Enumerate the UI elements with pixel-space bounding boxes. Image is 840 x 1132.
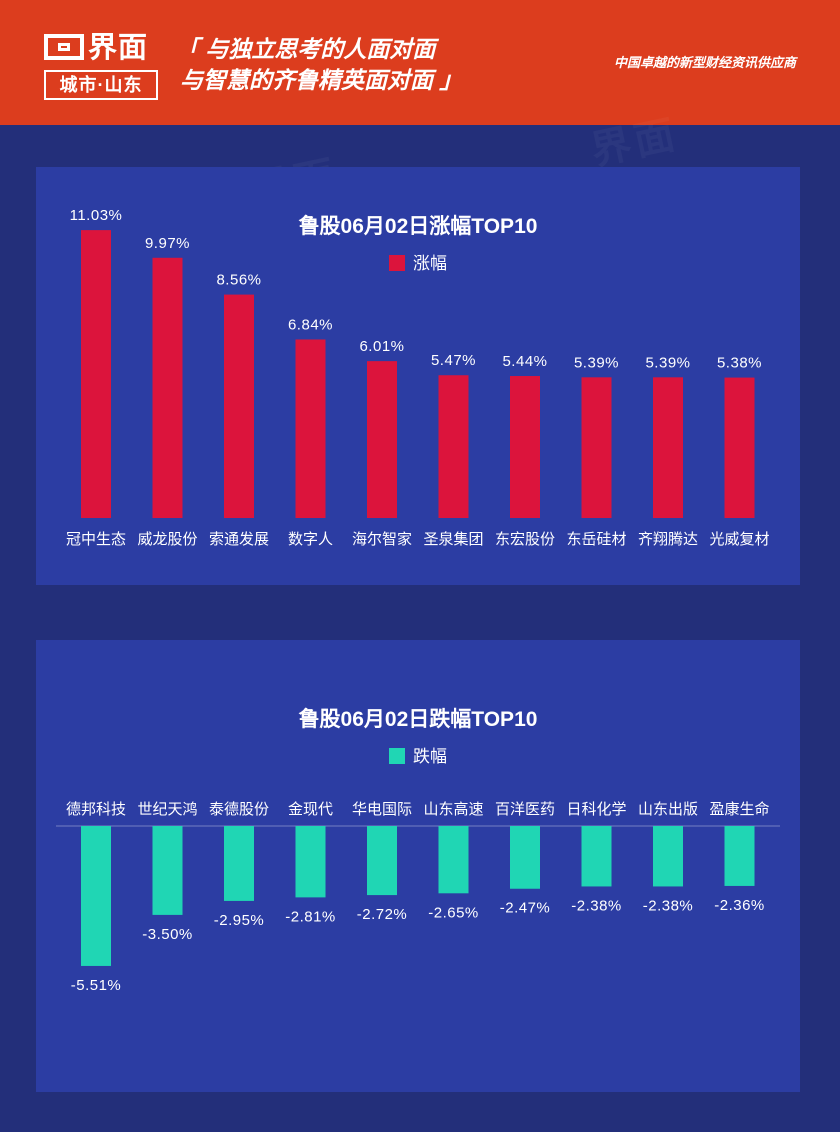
losers-category-label: 盈康生命 bbox=[709, 800, 769, 818]
gainers-value-label: 5.47% bbox=[431, 352, 476, 369]
losers-value-label: -5.51% bbox=[71, 977, 122, 994]
gainers-value-label: 6.01% bbox=[359, 338, 404, 355]
gainers-category-label: 齐翔腾达 bbox=[638, 530, 698, 548]
losers-legend: 跌幅 bbox=[36, 742, 800, 767]
losers-chart-title: 鲁股06月02日跌幅TOP10 bbox=[298, 708, 538, 731]
gainers-bar-chart: 11.03% 冠中生态 9.97% 威龙股份 8.56% 索通发展 6.84% 数字人 6.01… bbox=[66, 207, 770, 548]
header-banner: 界面 城市·山东 「 与独立思考的人面对面 与智慧的齐鲁精英面对面 」 中国卓越… bbox=[0, 0, 840, 125]
losers-value-label: -2.47% bbox=[500, 900, 551, 917]
gainers-category-label: 威龙股份 bbox=[137, 530, 197, 548]
gainers-bar bbox=[367, 361, 397, 518]
gainers-bar bbox=[724, 377, 755, 518]
losers-value-label: -2.36% bbox=[714, 897, 765, 914]
losers-bar bbox=[581, 826, 612, 887]
losers-value-label: -2.38% bbox=[643, 897, 694, 914]
losers-bar-chart: -5.51% 德邦科技 -3.50% 世纪天鸿 -2.95% 泰德股份 -2.81% 金现代 -… bbox=[56, 800, 780, 994]
losers-value-label: -2.72% bbox=[357, 906, 408, 923]
losers-bar bbox=[224, 826, 254, 901]
gainers-chart-title: 鲁股06月02日涨幅TOP10 bbox=[298, 215, 538, 238]
losers-bar bbox=[724, 826, 755, 886]
losers-value-label: -2.81% bbox=[285, 908, 336, 925]
gainers-legend: 涨幅 bbox=[36, 249, 800, 274]
losers-bar bbox=[152, 826, 183, 915]
losers-category-label: 百洋医药 bbox=[495, 800, 555, 818]
gainers-value-label: 8.56% bbox=[216, 272, 261, 289]
losers-bar bbox=[367, 826, 397, 896]
losers-value-label: -2.38% bbox=[571, 897, 622, 914]
gainers-bar bbox=[81, 230, 111, 518]
gainers-bar bbox=[295, 339, 326, 518]
gainers-bar bbox=[653, 377, 683, 518]
gainers-legend-swatch bbox=[389, 255, 405, 271]
gainers-panel: 鲁股06月02日涨幅TOP10 涨幅 11.03% 冠中生态 9.97% 威龙股份 8.… bbox=[36, 167, 800, 585]
logo-name: 界面 bbox=[88, 32, 149, 64]
losers-bar bbox=[438, 826, 469, 894]
tagline: 中国卓越的新型财经资讯供应商 bbox=[613, 55, 796, 70]
losers-value-label: -2.65% bbox=[428, 904, 479, 921]
gainers-bar bbox=[152, 257, 183, 518]
losers-bar bbox=[653, 826, 683, 887]
gainers-legend-label: 涨幅 bbox=[413, 254, 447, 273]
gainers-value-label: 5.39% bbox=[645, 354, 690, 371]
logo: 界面 城市·山东 bbox=[44, 30, 158, 100]
gainers-category-label: 海尔智家 bbox=[352, 530, 412, 548]
losers-category-label: 泰德股份 bbox=[209, 800, 269, 818]
gainers-value-label: 5.44% bbox=[502, 353, 547, 370]
slogan: 「 与独立思考的人面对面 与智慧的齐鲁精英面对面 」 bbox=[176, 34, 462, 96]
gainers-category-label: 光威复材 bbox=[709, 530, 769, 548]
losers-category-label: 金现代 bbox=[288, 800, 333, 818]
losers-value-label: -3.50% bbox=[142, 926, 193, 943]
losers-category-label: 日科化学 bbox=[566, 800, 626, 818]
gainers-category-label: 索通发展 bbox=[209, 530, 269, 548]
gainers-category-label: 圣泉集团 bbox=[423, 530, 483, 548]
logo-mark-icon bbox=[44, 34, 84, 60]
gainers-category-label: 冠中生态 bbox=[66, 530, 126, 548]
gainers-category-label: 数字人 bbox=[288, 530, 333, 548]
losers-bar bbox=[81, 826, 111, 966]
losers-category-label: 世纪天鸿 bbox=[137, 800, 197, 818]
gainers-value-label: 11.03% bbox=[70, 207, 123, 224]
slogan-line-1: 「 与独立思考的人面对面 bbox=[176, 36, 436, 62]
gainers-bar bbox=[224, 294, 254, 518]
gainers-bar bbox=[581, 377, 612, 518]
gainers-category-label: 东岳硅材 bbox=[566, 530, 626, 548]
losers-value-label: -2.95% bbox=[214, 912, 265, 929]
gainers-value-label: 9.97% bbox=[145, 235, 190, 252]
losers-category-label: 德邦科技 bbox=[66, 800, 126, 818]
losers-category-label: 华电国际 bbox=[352, 800, 412, 818]
gainers-category-label: 东宏股份 bbox=[495, 530, 555, 548]
losers-legend-swatch bbox=[389, 748, 405, 764]
gainers-bar bbox=[510, 376, 540, 518]
slogan-line-2: 与智慧的齐鲁精英面对面 」 bbox=[180, 67, 463, 93]
losers-category-label: 山东出版 bbox=[638, 800, 698, 818]
losers-legend-label: 跌幅 bbox=[413, 747, 447, 766]
losers-bar bbox=[295, 826, 326, 898]
losers-panel: 鲁股06月02日跌幅TOP10 跌幅 -5.51% 德邦科技 -3.50% 世纪天鸿 -… bbox=[36, 640, 800, 1092]
logo-subtitle: 城市·山东 bbox=[44, 70, 158, 100]
gainers-value-label: 6.84% bbox=[288, 316, 333, 333]
gainers-value-label: 5.39% bbox=[574, 354, 619, 371]
gainers-bar bbox=[438, 375, 469, 518]
losers-category-label: 山东高速 bbox=[423, 800, 483, 818]
gainers-value-label: 5.38% bbox=[717, 355, 762, 372]
losers-bar bbox=[510, 826, 540, 889]
